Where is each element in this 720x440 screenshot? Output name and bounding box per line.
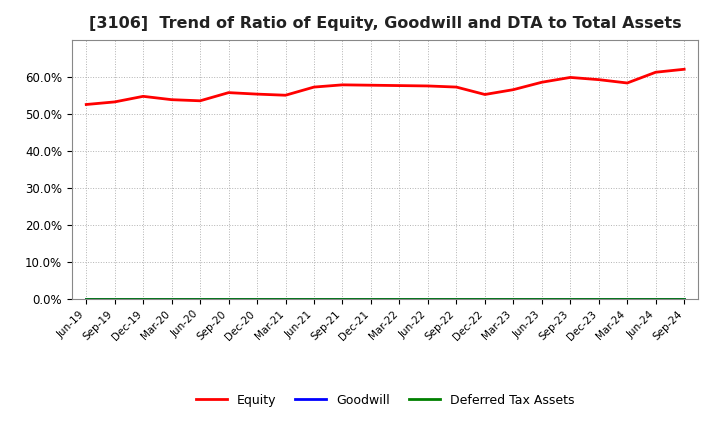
Goodwill: [110, 297, 119, 302]
Goodwill: [225, 297, 233, 302]
Deferred Tax Assets: [196, 297, 204, 302]
Goodwill: [282, 297, 290, 302]
Equity: [623, 81, 631, 86]
Goodwill: [167, 297, 176, 302]
Deferred Tax Assets: [452, 297, 461, 302]
Equity: [310, 84, 318, 90]
Deferred Tax Assets: [652, 297, 660, 302]
Equity: [652, 70, 660, 75]
Equity: [680, 66, 688, 72]
Goodwill: [82, 297, 91, 302]
Equity: [509, 87, 518, 92]
Equity: [82, 102, 91, 107]
Goodwill: [652, 297, 660, 302]
Equity: [253, 92, 261, 97]
Equity: [452, 84, 461, 90]
Equity: [423, 83, 432, 88]
Equity: [566, 75, 575, 80]
Deferred Tax Assets: [110, 297, 119, 302]
Deferred Tax Assets: [509, 297, 518, 302]
Goodwill: [423, 297, 432, 302]
Goodwill: [452, 297, 461, 302]
Goodwill: [480, 297, 489, 302]
Goodwill: [623, 297, 631, 302]
Goodwill: [366, 297, 375, 302]
Goodwill: [509, 297, 518, 302]
Deferred Tax Assets: [423, 297, 432, 302]
Deferred Tax Assets: [167, 297, 176, 302]
Equity: [139, 94, 148, 99]
Deferred Tax Assets: [395, 297, 404, 302]
Deferred Tax Assets: [310, 297, 318, 302]
Goodwill: [253, 297, 261, 302]
Equity: [395, 83, 404, 88]
Equity: [196, 98, 204, 103]
Goodwill: [595, 297, 603, 302]
Goodwill: [566, 297, 575, 302]
Goodwill: [537, 297, 546, 302]
Equity: [480, 92, 489, 97]
Deferred Tax Assets: [480, 297, 489, 302]
Equity: [537, 80, 546, 85]
Line: Equity: Equity: [86, 69, 684, 104]
Equity: [167, 97, 176, 103]
Deferred Tax Assets: [595, 297, 603, 302]
Deferred Tax Assets: [82, 297, 91, 302]
Goodwill: [139, 297, 148, 302]
Deferred Tax Assets: [225, 297, 233, 302]
Deferred Tax Assets: [139, 297, 148, 302]
Equity: [366, 83, 375, 88]
Legend: Equity, Goodwill, Deferred Tax Assets: Equity, Goodwill, Deferred Tax Assets: [191, 389, 580, 411]
Equity: [338, 82, 347, 88]
Equity: [282, 92, 290, 98]
Deferred Tax Assets: [338, 297, 347, 302]
Equity: [595, 77, 603, 82]
Deferred Tax Assets: [623, 297, 631, 302]
Goodwill: [395, 297, 404, 302]
Goodwill: [338, 297, 347, 302]
Deferred Tax Assets: [566, 297, 575, 302]
Equity: [225, 90, 233, 95]
Deferred Tax Assets: [537, 297, 546, 302]
Deferred Tax Assets: [366, 297, 375, 302]
Goodwill: [680, 297, 688, 302]
Deferred Tax Assets: [253, 297, 261, 302]
Deferred Tax Assets: [680, 297, 688, 302]
Deferred Tax Assets: [282, 297, 290, 302]
Goodwill: [310, 297, 318, 302]
Equity: [110, 99, 119, 105]
Title: [3106]  Trend of Ratio of Equity, Goodwill and DTA to Total Assets: [3106] Trend of Ratio of Equity, Goodwil…: [89, 16, 682, 32]
Goodwill: [196, 297, 204, 302]
